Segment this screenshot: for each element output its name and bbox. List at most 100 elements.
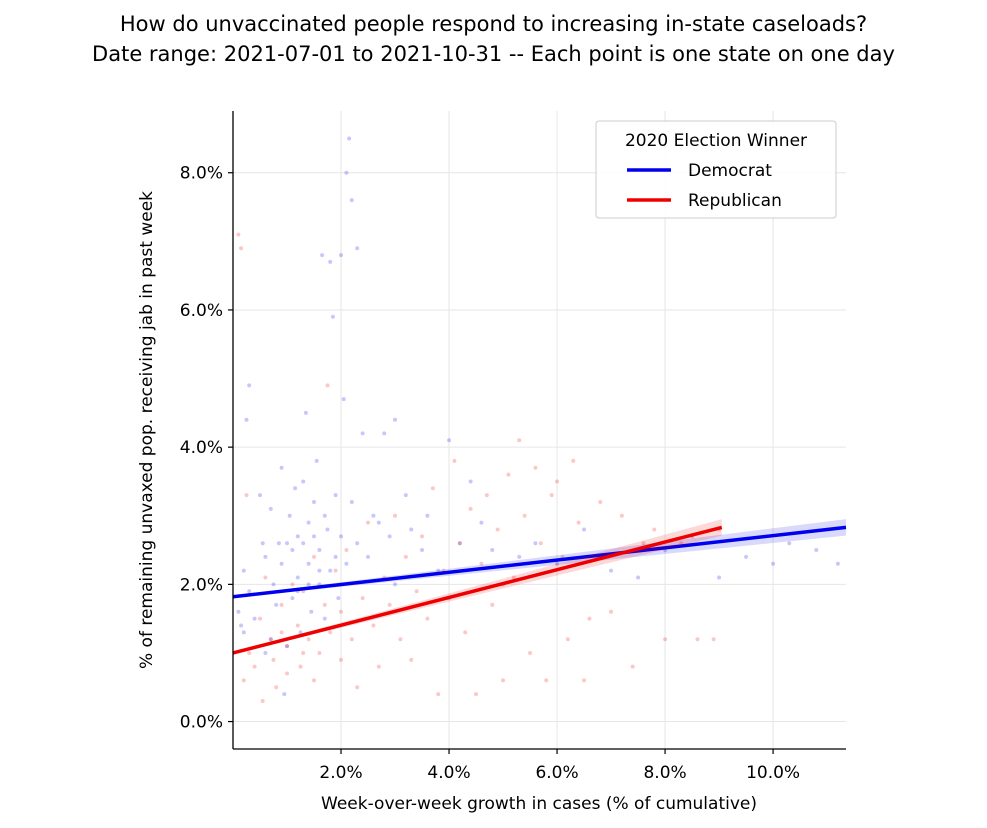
democrat-data-point xyxy=(420,548,425,553)
democrat-data-point xyxy=(582,527,587,532)
republican-data-point xyxy=(517,438,522,443)
republican-data-point xyxy=(279,630,284,635)
democrat-data-point xyxy=(276,541,281,546)
republican-data-point xyxy=(258,616,263,621)
chart-subtitle: Date range: 2021-07-01 to 2021-10-31 -- … xyxy=(92,42,895,66)
democrat-data-point xyxy=(322,513,327,518)
republican-data-point xyxy=(479,561,484,566)
democrat-data-point xyxy=(457,541,462,546)
republican-data-point xyxy=(641,541,646,546)
democrat-data-point xyxy=(355,246,360,251)
y-tick-label: 0.0% xyxy=(180,713,223,733)
republican-data-point xyxy=(274,685,279,690)
democrat-data-point xyxy=(298,630,303,635)
democrat-data-point xyxy=(533,541,538,546)
republican-data-point xyxy=(549,493,554,498)
democrat-data-point xyxy=(382,431,387,436)
democrat-data-point xyxy=(517,554,522,559)
democrat-data-point xyxy=(609,568,614,573)
democrat-data-point xyxy=(247,589,252,594)
republican-data-point xyxy=(344,548,349,553)
democrat-data-point xyxy=(835,561,840,566)
democrat-data-point xyxy=(425,513,430,518)
republican-data-point xyxy=(295,623,300,628)
republican-data-point xyxy=(312,678,317,683)
republican-data-point xyxy=(598,500,603,505)
chart-title: How do unvaccinated people respond to in… xyxy=(119,12,868,36)
republican-data-point xyxy=(576,520,581,525)
republican-data-point xyxy=(538,541,543,546)
republican-data-point xyxy=(285,671,290,676)
democrat-data-point xyxy=(301,479,306,484)
democrat-data-point xyxy=(468,479,473,484)
republican-data-point xyxy=(241,678,246,683)
republican-data-point xyxy=(306,637,311,642)
democrat-data-point xyxy=(555,561,560,566)
democrat-data-point xyxy=(479,520,484,525)
democrat-data-point xyxy=(239,623,244,628)
republican-data-point xyxy=(463,630,468,635)
democrat-data-point xyxy=(274,602,279,607)
democrat-data-point xyxy=(771,561,776,566)
democrat-data-point xyxy=(244,417,249,422)
republican-data-point xyxy=(403,554,408,559)
democrat-data-point xyxy=(309,609,314,614)
republican-data-point xyxy=(376,664,381,669)
legend: 2020 Election Winner Democrat Republican xyxy=(595,120,837,219)
democrat-data-point xyxy=(328,259,333,264)
republican-data-point xyxy=(239,246,244,251)
democrat-data-point xyxy=(268,506,273,511)
republican-data-point xyxy=(425,616,430,621)
democrat-data-point xyxy=(360,431,365,436)
republican-data-point xyxy=(630,664,635,669)
democrat-data-point xyxy=(295,575,300,580)
democrat-data-point xyxy=(260,541,265,546)
democrat-data-point xyxy=(330,314,335,319)
x-tick-label: 6.0% xyxy=(535,763,578,783)
republican-data-point xyxy=(506,472,511,477)
republican-data-point xyxy=(544,678,549,683)
democrat-trend-line xyxy=(232,525,847,599)
democrat-data-point xyxy=(814,548,819,553)
republican-data-point xyxy=(325,383,330,388)
republican-data-point xyxy=(609,609,614,614)
y-axis-label: % of remaining unvaxed pop. receiving ja… xyxy=(137,191,157,669)
republican-data-point xyxy=(290,582,295,587)
democrat-data-point xyxy=(263,650,268,655)
republican-data-point xyxy=(260,698,265,703)
y-tick-label: 2.0% xyxy=(180,575,223,595)
democrat-data-point xyxy=(241,630,246,635)
democrat-data-point xyxy=(371,513,376,518)
democrat-data-point xyxy=(333,493,338,498)
democrat-data-point xyxy=(328,568,333,573)
republican-data-point xyxy=(652,527,657,532)
republican-data-point xyxy=(490,602,495,607)
republican-data-point xyxy=(236,232,241,237)
democrat-data-point xyxy=(236,609,241,614)
y-tick-label: 6.0% xyxy=(180,301,223,321)
democrat-data-point xyxy=(306,582,311,587)
democrat-data-point xyxy=(636,575,641,580)
democrat-data-point xyxy=(393,582,398,587)
democrat-data-point xyxy=(258,493,263,498)
democrat-data-point xyxy=(409,527,414,532)
democrat-data-point xyxy=(393,417,398,422)
democrat-data-point xyxy=(339,534,344,539)
democrat-data-point xyxy=(293,486,298,491)
democrat-data-point xyxy=(325,527,330,532)
democrat-data-point xyxy=(403,493,408,498)
democrat-data-point xyxy=(376,520,381,525)
democrat-data-point xyxy=(317,548,322,553)
republican-data-point xyxy=(468,506,473,511)
republican-data-point xyxy=(244,493,249,498)
democrat-data-point xyxy=(317,568,322,573)
democrat-data-point xyxy=(282,692,287,697)
republican-data-point xyxy=(414,589,419,594)
democrat-data-point xyxy=(355,541,360,546)
republican-data-point xyxy=(430,486,435,491)
republican-data-point xyxy=(511,575,516,580)
data-points xyxy=(236,136,840,703)
democrat-data-point xyxy=(290,596,295,601)
democrat-data-point xyxy=(787,541,792,546)
